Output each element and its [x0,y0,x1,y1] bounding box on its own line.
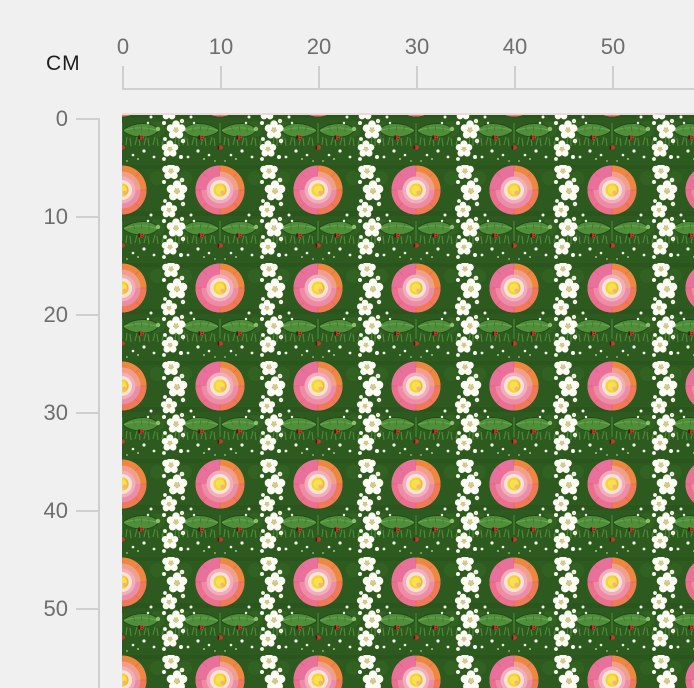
horizontal-ruler-label-10: 10 [208,34,234,59]
vertical-ruler-label-0: 0 [55,106,68,131]
units-label: CM [46,52,81,75]
fabric-swatch[interactable] [122,115,694,688]
horizontal-ruler-label-30: 30 [404,34,430,59]
vertical-ruler-tick-0 [76,118,100,120]
horizontal-ruler-tick-0 [122,66,124,90]
vertical-ruler-tick-10 [76,216,100,218]
fabric-top-edge [122,113,694,115]
vertical-ruler-label-40: 40 [43,498,68,523]
horizontal-ruler-label-0: 0 [116,34,130,59]
horizontal-ruler-label-40: 40 [502,34,528,59]
vertical-ruler-label-20: 20 [43,302,68,327]
horizontal-ruler-line [122,88,694,90]
vertical-ruler-label-30: 30 [43,400,68,425]
horizontal-ruler-tick-50 [612,66,614,90]
vertical-ruler[interactable]: 0 10 20 30 40 50 [30,106,100,688]
vertical-ruler-tick-20 [76,314,100,316]
vertical-ruler-line [98,118,100,688]
vertical-ruler-label-50: 50 [43,596,68,621]
vertical-ruler-label-10: 10 [43,204,68,229]
vertical-ruler-tick-50 [76,608,100,610]
horizontal-ruler-tick-20 [318,66,320,90]
vertical-ruler-tick-30 [76,412,100,414]
horizontal-ruler[interactable]: 0 10 20 30 40 50 [112,28,694,90]
fabric-pattern-canvas [122,115,694,688]
vertical-ruler-tick-40 [76,510,100,512]
horizontal-ruler-label-20: 20 [306,34,332,59]
fabric-pattern-fill [122,115,694,688]
horizontal-ruler-tick-30 [416,66,418,90]
horizontal-ruler-label-50: 50 [600,34,626,59]
horizontal-ruler-tick-40 [514,66,516,90]
horizontal-ruler-tick-10 [220,66,222,90]
